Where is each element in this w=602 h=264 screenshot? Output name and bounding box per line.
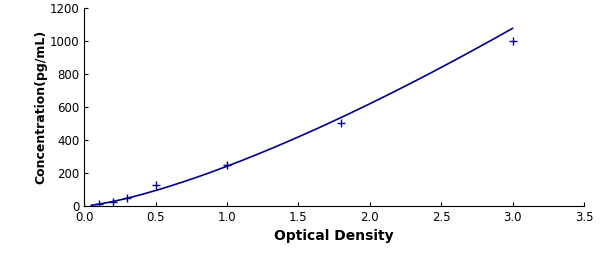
X-axis label: Optical Density: Optical Density <box>275 229 394 243</box>
Y-axis label: Concentration(pg/mL): Concentration(pg/mL) <box>34 30 47 184</box>
